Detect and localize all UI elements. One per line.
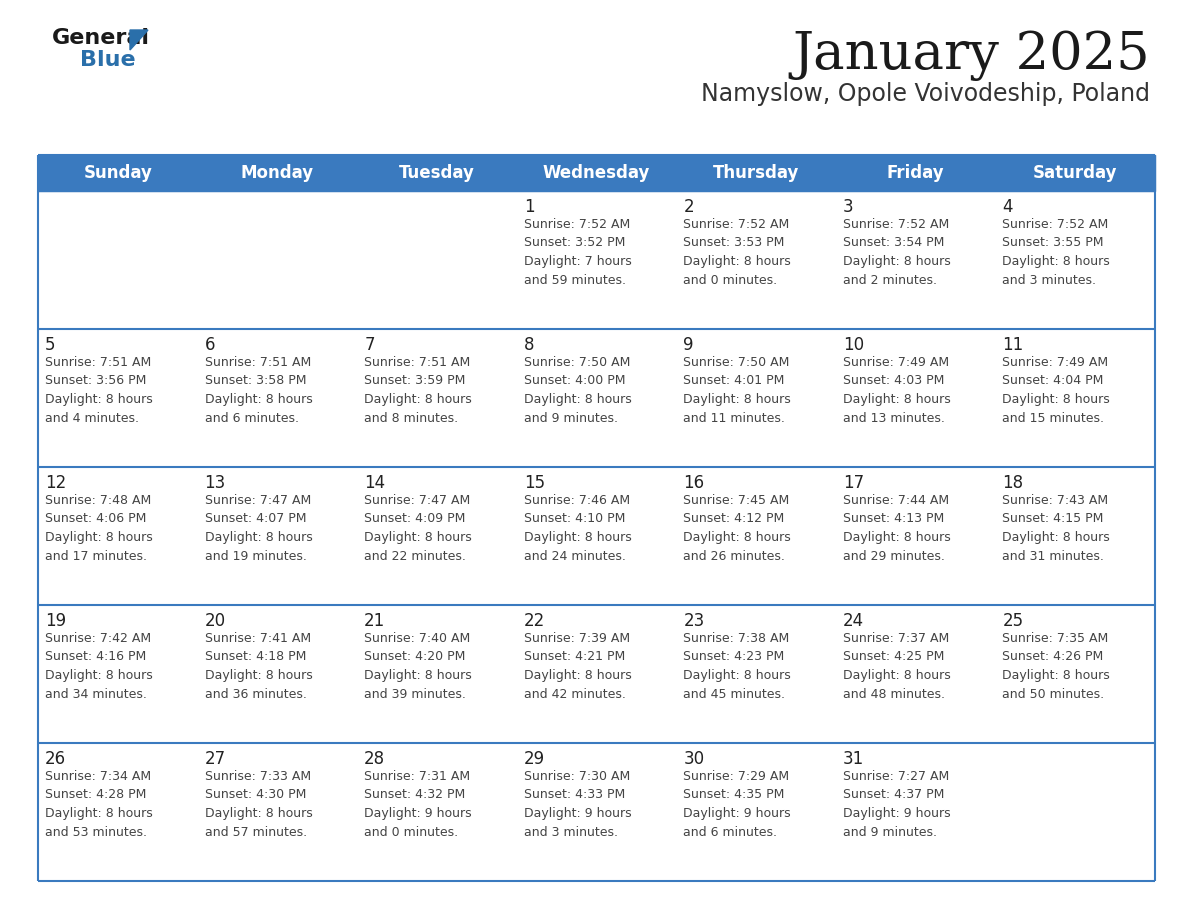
Text: Sunrise: 7:49 AM
Sunset: 4:03 PM
Daylight: 8 hours
and 13 minutes.: Sunrise: 7:49 AM Sunset: 4:03 PM Dayligh… [842, 356, 950, 424]
Text: 11: 11 [1003, 336, 1024, 354]
Text: Wednesday: Wednesday [543, 164, 650, 182]
Polygon shape [129, 30, 148, 50]
Text: Sunrise: 7:49 AM
Sunset: 4:04 PM
Daylight: 8 hours
and 15 minutes.: Sunrise: 7:49 AM Sunset: 4:04 PM Dayligh… [1003, 356, 1110, 424]
Text: 29: 29 [524, 750, 545, 768]
Text: 24: 24 [842, 612, 864, 630]
Text: 2: 2 [683, 198, 694, 216]
Text: 14: 14 [365, 474, 385, 492]
Text: Sunrise: 7:51 AM
Sunset: 3:58 PM
Daylight: 8 hours
and 6 minutes.: Sunrise: 7:51 AM Sunset: 3:58 PM Dayligh… [204, 356, 312, 424]
Text: 8: 8 [524, 336, 535, 354]
Text: 21: 21 [365, 612, 385, 630]
Text: Sunday: Sunday [83, 164, 152, 182]
Text: Sunrise: 7:47 AM
Sunset: 4:07 PM
Daylight: 8 hours
and 19 minutes.: Sunrise: 7:47 AM Sunset: 4:07 PM Dayligh… [204, 494, 312, 563]
Bar [38, 329, 1155, 467]
Text: Sunrise: 7:31 AM
Sunset: 4:32 PM
Daylight: 9 hours
and 0 minutes.: Sunrise: 7:31 AM Sunset: 4:32 PM Dayligh… [365, 770, 472, 838]
Text: Sunrise: 7:44 AM
Sunset: 4:13 PM
Daylight: 8 hours
and 29 minutes.: Sunrise: 7:44 AM Sunset: 4:13 PM Dayligh… [842, 494, 950, 563]
Text: Sunrise: 7:42 AM
Sunset: 4:16 PM
Daylight: 8 hours
and 34 minutes.: Sunrise: 7:42 AM Sunset: 4:16 PM Dayligh… [45, 632, 153, 700]
Text: Saturday: Saturday [1032, 164, 1118, 182]
Text: Sunrise: 7:29 AM
Sunset: 4:35 PM
Daylight: 9 hours
and 6 minutes.: Sunrise: 7:29 AM Sunset: 4:35 PM Dayligh… [683, 770, 791, 838]
Text: Sunrise: 7:30 AM
Sunset: 4:33 PM
Daylight: 9 hours
and 3 minutes.: Sunrise: 7:30 AM Sunset: 4:33 PM Dayligh… [524, 770, 631, 838]
Text: 20: 20 [204, 612, 226, 630]
Text: Thursday: Thursday [713, 164, 800, 182]
Text: 25: 25 [1003, 612, 1024, 630]
Text: 28: 28 [365, 750, 385, 768]
Text: 1: 1 [524, 198, 535, 216]
Text: Sunrise: 7:46 AM
Sunset: 4:10 PM
Daylight: 8 hours
and 24 minutes.: Sunrise: 7:46 AM Sunset: 4:10 PM Dayligh… [524, 494, 632, 563]
Text: Sunrise: 7:39 AM
Sunset: 4:21 PM
Daylight: 8 hours
and 42 minutes.: Sunrise: 7:39 AM Sunset: 4:21 PM Dayligh… [524, 632, 632, 700]
Text: Friday: Friday [886, 164, 944, 182]
Text: Sunrise: 7:52 AM
Sunset: 3:54 PM
Daylight: 8 hours
and 2 minutes.: Sunrise: 7:52 AM Sunset: 3:54 PM Dayligh… [842, 218, 950, 286]
Text: 3: 3 [842, 198, 853, 216]
Text: 23: 23 [683, 612, 704, 630]
Text: January 2025: January 2025 [792, 30, 1150, 81]
Text: Sunrise: 7:52 AM
Sunset: 3:55 PM
Daylight: 8 hours
and 3 minutes.: Sunrise: 7:52 AM Sunset: 3:55 PM Dayligh… [1003, 218, 1110, 286]
Text: 17: 17 [842, 474, 864, 492]
Text: 19: 19 [45, 612, 67, 630]
Text: Namyslow, Opole Voivodeship, Poland: Namyslow, Opole Voivodeship, Poland [701, 82, 1150, 106]
Text: 15: 15 [524, 474, 545, 492]
Text: 5: 5 [45, 336, 56, 354]
Text: 13: 13 [204, 474, 226, 492]
Text: Sunrise: 7:50 AM
Sunset: 4:00 PM
Daylight: 8 hours
and 9 minutes.: Sunrise: 7:50 AM Sunset: 4:00 PM Dayligh… [524, 356, 632, 424]
Text: Sunrise: 7:47 AM
Sunset: 4:09 PM
Daylight: 8 hours
and 22 minutes.: Sunrise: 7:47 AM Sunset: 4:09 PM Dayligh… [365, 494, 472, 563]
Text: Sunrise: 7:51 AM
Sunset: 3:56 PM
Daylight: 8 hours
and 4 minutes.: Sunrise: 7:51 AM Sunset: 3:56 PM Dayligh… [45, 356, 153, 424]
Text: Sunrise: 7:35 AM
Sunset: 4:26 PM
Daylight: 8 hours
and 50 minutes.: Sunrise: 7:35 AM Sunset: 4:26 PM Dayligh… [1003, 632, 1110, 700]
Text: Sunrise: 7:33 AM
Sunset: 4:30 PM
Daylight: 8 hours
and 57 minutes.: Sunrise: 7:33 AM Sunset: 4:30 PM Dayligh… [204, 770, 312, 838]
Bar [38, 605, 1155, 743]
Text: Sunrise: 7:37 AM
Sunset: 4:25 PM
Daylight: 8 hours
and 48 minutes.: Sunrise: 7:37 AM Sunset: 4:25 PM Dayligh… [842, 632, 950, 700]
Text: General: General [52, 28, 150, 48]
Text: Sunrise: 7:38 AM
Sunset: 4:23 PM
Daylight: 8 hours
and 45 minutes.: Sunrise: 7:38 AM Sunset: 4:23 PM Dayligh… [683, 632, 791, 700]
Text: Sunrise: 7:40 AM
Sunset: 4:20 PM
Daylight: 8 hours
and 39 minutes.: Sunrise: 7:40 AM Sunset: 4:20 PM Dayligh… [365, 632, 472, 700]
Text: 10: 10 [842, 336, 864, 354]
Text: 31: 31 [842, 750, 864, 768]
Text: Monday: Monday [241, 164, 314, 182]
Text: Sunrise: 7:43 AM
Sunset: 4:15 PM
Daylight: 8 hours
and 31 minutes.: Sunrise: 7:43 AM Sunset: 4:15 PM Dayligh… [1003, 494, 1110, 563]
Text: 22: 22 [524, 612, 545, 630]
Text: 7: 7 [365, 336, 374, 354]
Text: Blue: Blue [80, 50, 135, 70]
Text: 30: 30 [683, 750, 704, 768]
Bar [38, 743, 1155, 881]
Text: Sunrise: 7:51 AM
Sunset: 3:59 PM
Daylight: 8 hours
and 8 minutes.: Sunrise: 7:51 AM Sunset: 3:59 PM Dayligh… [365, 356, 472, 424]
Text: Sunrise: 7:48 AM
Sunset: 4:06 PM
Daylight: 8 hours
and 17 minutes.: Sunrise: 7:48 AM Sunset: 4:06 PM Dayligh… [45, 494, 153, 563]
Bar [38, 467, 1155, 605]
Text: Sunrise: 7:34 AM
Sunset: 4:28 PM
Daylight: 8 hours
and 53 minutes.: Sunrise: 7:34 AM Sunset: 4:28 PM Dayligh… [45, 770, 153, 838]
Text: 16: 16 [683, 474, 704, 492]
Text: 12: 12 [45, 474, 67, 492]
Text: 18: 18 [1003, 474, 1024, 492]
Text: Sunrise: 7:41 AM
Sunset: 4:18 PM
Daylight: 8 hours
and 36 minutes.: Sunrise: 7:41 AM Sunset: 4:18 PM Dayligh… [204, 632, 312, 700]
Text: 4: 4 [1003, 198, 1013, 216]
Text: Sunrise: 7:52 AM
Sunset: 3:53 PM
Daylight: 8 hours
and 0 minutes.: Sunrise: 7:52 AM Sunset: 3:53 PM Dayligh… [683, 218, 791, 286]
Bar [38, 155, 1155, 191]
Bar [38, 191, 1155, 329]
Text: 27: 27 [204, 750, 226, 768]
Text: Tuesday: Tuesday [399, 164, 475, 182]
Text: 9: 9 [683, 336, 694, 354]
Text: Sunrise: 7:50 AM
Sunset: 4:01 PM
Daylight: 8 hours
and 11 minutes.: Sunrise: 7:50 AM Sunset: 4:01 PM Dayligh… [683, 356, 791, 424]
Text: 26: 26 [45, 750, 67, 768]
Text: Sunrise: 7:45 AM
Sunset: 4:12 PM
Daylight: 8 hours
and 26 minutes.: Sunrise: 7:45 AM Sunset: 4:12 PM Dayligh… [683, 494, 791, 563]
Text: 6: 6 [204, 336, 215, 354]
Text: Sunrise: 7:52 AM
Sunset: 3:52 PM
Daylight: 7 hours
and 59 minutes.: Sunrise: 7:52 AM Sunset: 3:52 PM Dayligh… [524, 218, 632, 286]
Text: Sunrise: 7:27 AM
Sunset: 4:37 PM
Daylight: 9 hours
and 9 minutes.: Sunrise: 7:27 AM Sunset: 4:37 PM Dayligh… [842, 770, 950, 838]
